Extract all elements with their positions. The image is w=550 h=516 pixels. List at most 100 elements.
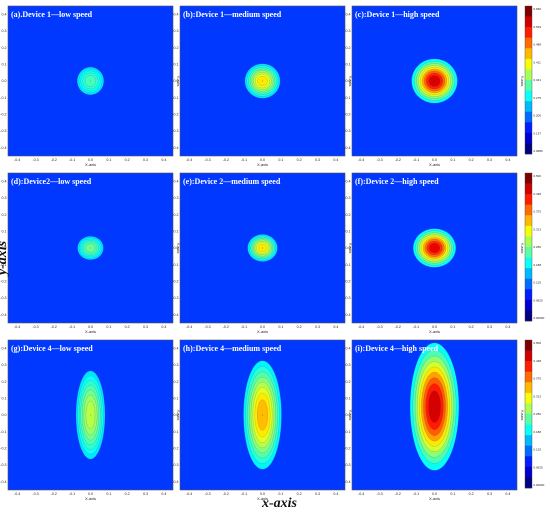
contour-band [433, 247, 436, 249]
plot-frame [7, 172, 174, 324]
plot-frame [7, 339, 174, 491]
colorbar-segment [525, 466, 532, 478]
y-tick-label: -0.4 [0, 480, 6, 484]
y-tick-label: -0.3 [172, 463, 178, 467]
colorbar-tick-label: 0.341 [534, 78, 542, 82]
y-tick-label: 0.3 [2, 363, 7, 367]
y-tick-label: 0.2 [174, 46, 179, 50]
x-tick-label: -0.3 [204, 325, 210, 329]
colorbar-segment [525, 132, 532, 144]
panel-title: (b):Device 1—medium speed [183, 10, 282, 19]
x-tick-label: 0.3 [315, 492, 320, 496]
x-tick-label: 0.0 [88, 492, 93, 496]
colorbar-tick-label: 0.0686 [534, 149, 544, 153]
y-tick-label: 0.4 [174, 180, 179, 184]
panel-title: (g):Device 4—low speed [11, 344, 93, 353]
colorbar-segment [525, 382, 532, 394]
plot-frame [351, 5, 518, 157]
x-tick-label: -0.4 [358, 158, 364, 162]
x-tick-label: -0.4 [358, 325, 364, 329]
x-tick-label: 0.4 [333, 325, 338, 329]
x-tick-label: 0.3 [143, 325, 148, 329]
figure-y-axis-label: y-axis [0, 240, 11, 276]
y-tick-label: -0.3 [344, 463, 350, 467]
x-tick-label: -0.3 [32, 492, 38, 496]
y-tick-label: -0.4 [172, 313, 178, 317]
y-tick-label: 0.4 [346, 347, 351, 351]
y-tick-label: 0.3 [2, 196, 7, 200]
x-tick-label: -0.4 [186, 325, 192, 329]
x-tick-label: 0.1 [278, 492, 283, 496]
y-tick-label: 0.0 [2, 246, 7, 250]
y-axis-label: Y-axis [520, 243, 525, 254]
y-tick-label: -0.1 [172, 263, 178, 267]
plot-frame [7, 5, 174, 157]
y-tick-label: 0.0 [2, 79, 7, 83]
colorbar-tick-label: 0.549 [534, 25, 542, 29]
heatmap-panel: (g):Device 4—low speed -0.4 -0.3 -0.2 -0.1 0.… [0, 339, 181, 501]
colorbar-segment [525, 194, 532, 206]
y-tick-label: -0.2 [172, 113, 178, 117]
y-tick-label: 0.2 [346, 46, 351, 50]
colorbar-segment [525, 310, 532, 322]
panel-title: (i):Device 4—high speed [355, 344, 439, 353]
colorbar-segment [525, 247, 532, 258]
heatmap-panel: (h):Device 4—medium speed -0.4 -0.3 -0.2 -0.… [172, 339, 353, 501]
colorbar-tick-label: 0.206 [534, 114, 542, 118]
y-tick-label: -0.3 [0, 463, 6, 467]
y-tick-label: -0.1 [344, 430, 350, 434]
x-tick-label: -0.1 [241, 325, 247, 329]
contour-band [433, 405, 436, 408]
x-tick-label: -0.2 [395, 492, 401, 496]
y-tick-label: 0.0 [174, 413, 179, 417]
y-tick-label: 0.4 [2, 347, 7, 351]
colorbar-segment [525, 183, 532, 195]
plot-frame [179, 339, 346, 491]
colorbar-segment [525, 27, 532, 39]
x-tick-label: -0.1 [413, 158, 419, 162]
x-tick-label: -0.2 [51, 325, 57, 329]
y-tick-label: -0.2 [0, 280, 6, 284]
colorbar-tick-label: 0.438 [534, 192, 542, 196]
colorbar-tick-label: 0.125 [534, 281, 542, 285]
x-tick-label: 0.4 [333, 158, 338, 162]
x-tick-label: 0.2 [297, 158, 302, 162]
y-tick-label: 0.0 [346, 413, 351, 417]
x-tick-label: -0.4 [186, 492, 192, 496]
x-tick-label: -0.1 [241, 492, 247, 496]
y-tick-label: 0.3 [174, 363, 179, 367]
colorbar-frame [524, 5, 533, 155]
x-tick-label: -0.4 [14, 158, 20, 162]
colorbar-tick-label: 0.375 [534, 377, 542, 381]
x-tick-label: 0.2 [469, 325, 474, 329]
y-axis-label: Y-axis [520, 410, 525, 421]
y-tick-label: 0.4 [174, 347, 179, 351]
colorbar-frame [524, 339, 533, 489]
heatmap-panel: (a).Device 1—low speed -0.4 -0.3 -0.2 -0.1 0.… [0, 5, 181, 167]
x-axis-label: X-axis [429, 162, 440, 167]
panel-title: (d):Device2—low speed [11, 177, 92, 186]
colorbar-segment [525, 361, 532, 373]
colorbar-tick-label: 0.00000 [534, 316, 545, 320]
x-tick-label: 0.4 [505, 492, 510, 496]
y-tick-label: 0.1 [2, 230, 7, 234]
y-tick-label: 0.0 [174, 246, 179, 250]
x-tick-label: 0.2 [469, 492, 474, 496]
x-tick-label: 0.3 [487, 492, 492, 496]
colorbar-tick-label: 0.500 [534, 174, 542, 178]
x-tick-label: -0.4 [14, 492, 20, 496]
x-tick-label: 0.0 [260, 325, 265, 329]
y-tick-label: 0.1 [2, 63, 7, 67]
x-tick-label: -0.1 [413, 325, 419, 329]
x-tick-label: 0.3 [315, 325, 320, 329]
colorbar-tick-label: 0.488 [534, 43, 542, 47]
heatmap-panel: (e):Device 2—medium speed -0.4 -0.3 -0.2 -0.… [172, 172, 353, 334]
panel-title: (a).Device 1—low speed [11, 10, 93, 19]
x-tick-label: -0.1 [69, 158, 75, 162]
y-tick-label: -0.4 [172, 146, 178, 150]
x-tick-label: -0.1 [69, 492, 75, 496]
colorbar-segment [525, 6, 532, 17]
y-axis-label: Y-axis [348, 76, 353, 87]
y-axis-label: Y-axis [348, 243, 353, 254]
panel-title: (c):Device 1—high speed [355, 10, 440, 19]
